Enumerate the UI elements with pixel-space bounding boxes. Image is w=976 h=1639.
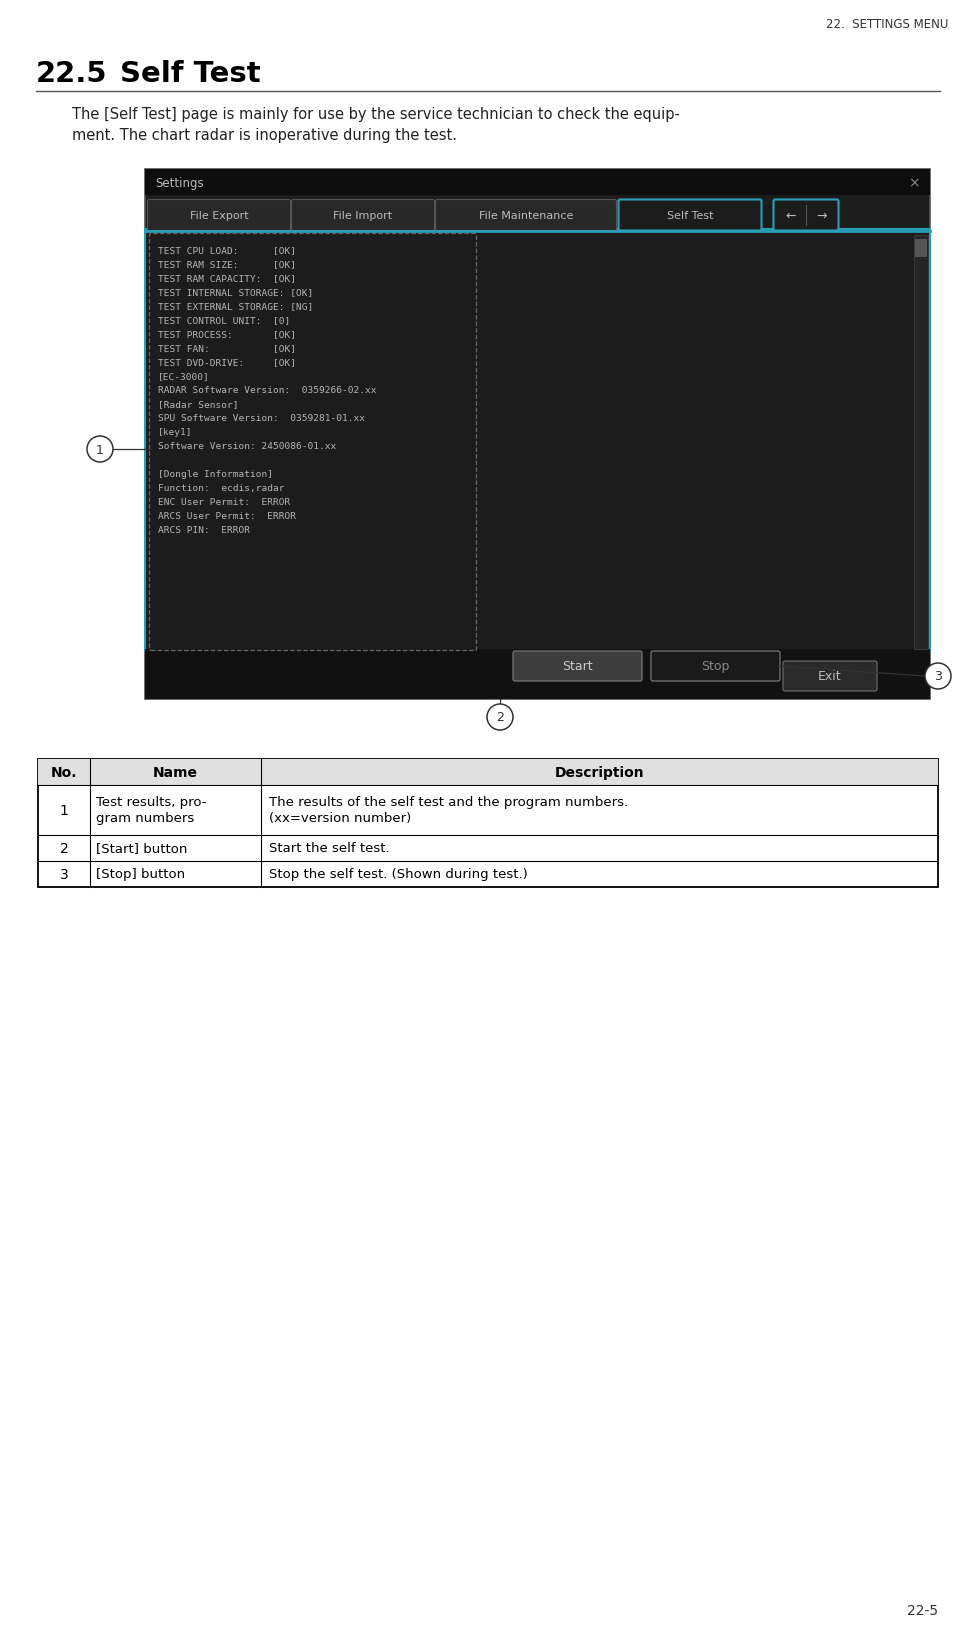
Text: TEST RAM CAPACITY:  [OK]: TEST RAM CAPACITY: [OK] (158, 274, 296, 284)
Circle shape (925, 664, 951, 690)
Bar (915, 239, 927, 257)
Text: [EC-3000]: [EC-3000] (158, 372, 210, 380)
Text: Name: Name (153, 765, 198, 780)
FancyBboxPatch shape (147, 200, 291, 231)
Text: Function:  ecdis,radar: Function: ecdis,radar (158, 484, 284, 493)
Text: 22.  SETTINGS MENU: 22. SETTINGS MENU (826, 18, 948, 31)
Text: ARCS PIN:  ERROR: ARCS PIN: ERROR (158, 526, 250, 534)
Text: ×: × (909, 175, 920, 190)
Circle shape (87, 436, 113, 462)
Bar (38, 759, 938, 887)
Text: ENC User Permit:  ERROR: ENC User Permit: ERROR (158, 498, 290, 506)
Text: The [Self Test] page is mainly for use by the service technician to check the eq: The [Self Test] page is mainly for use b… (72, 107, 680, 121)
Text: Exit: Exit (818, 670, 842, 683)
Text: TEST INTERNAL STORAGE: [OK]: TEST INTERNAL STORAGE: [OK] (158, 288, 313, 297)
Text: 22.5: 22.5 (36, 61, 107, 89)
Text: 3: 3 (934, 670, 942, 683)
Bar (145, 229, 930, 652)
Text: [Start] button: [Start] button (97, 842, 187, 856)
Text: →: → (816, 210, 827, 223)
Text: TEST RAM SIZE:      [OK]: TEST RAM SIZE: [OK] (158, 261, 296, 269)
Text: Description: Description (554, 765, 644, 780)
Bar (145, 170, 930, 197)
FancyBboxPatch shape (619, 200, 761, 231)
Text: The results of the self test and the program numbers.: The results of the self test and the pro… (269, 797, 629, 810)
Text: 1: 1 (96, 443, 103, 456)
Text: TEST EXTERNAL STORAGE: [NG]: TEST EXTERNAL STORAGE: [NG] (158, 302, 313, 311)
Text: File Export: File Export (189, 211, 248, 221)
FancyBboxPatch shape (783, 662, 877, 692)
Text: No.: No. (51, 765, 77, 780)
Text: TEST DVD-DRIVE:     [OK]: TEST DVD-DRIVE: [OK] (158, 357, 296, 367)
FancyBboxPatch shape (651, 652, 780, 682)
Text: File Import: File Import (334, 211, 392, 221)
Text: TEST CPU LOAD:      [OK]: TEST CPU LOAD: [OK] (158, 246, 296, 254)
Text: TEST PROCESS:       [OK]: TEST PROCESS: [OK] (158, 329, 296, 339)
Text: [Dongle Information]: [Dongle Information] (158, 470, 273, 479)
FancyBboxPatch shape (292, 200, 434, 231)
Text: Settings: Settings (155, 177, 204, 190)
Bar (38, 759, 938, 785)
Text: File Maintenance: File Maintenance (479, 211, 573, 221)
Text: Stop the self test. (Shown during test.): Stop the self test. (Shown during test.) (269, 869, 528, 882)
Text: TEST CONTROL UNIT:  [0]: TEST CONTROL UNIT: [0] (158, 316, 290, 325)
Text: 2: 2 (60, 841, 68, 856)
FancyBboxPatch shape (149, 234, 476, 651)
Text: Start the self test.: Start the self test. (269, 842, 389, 856)
Text: TEST FAN:           [OK]: TEST FAN: [OK] (158, 344, 296, 352)
Bar (145, 170, 930, 700)
Text: 22-5: 22-5 (907, 1603, 938, 1618)
FancyBboxPatch shape (513, 652, 642, 682)
Text: Self Test: Self Test (667, 211, 713, 221)
Bar (914, 236, 928, 649)
Text: Test results, pro-: Test results, pro- (97, 797, 207, 810)
Text: SPU Software Version:  0359281-01.xx: SPU Software Version: 0359281-01.xx (158, 413, 365, 423)
Text: RADAR Software Version:  0359266-02.xx: RADAR Software Version: 0359266-02.xx (158, 385, 377, 395)
Text: [Stop] button: [Stop] button (97, 869, 185, 882)
Circle shape (487, 705, 513, 731)
Text: Start: Start (561, 661, 592, 674)
FancyBboxPatch shape (435, 200, 617, 231)
FancyBboxPatch shape (774, 200, 838, 231)
Bar (145, 649, 930, 700)
Text: gram numbers: gram numbers (97, 811, 194, 824)
Text: Self Test: Self Test (120, 61, 261, 89)
Text: ARCS User Permit:  ERROR: ARCS User Permit: ERROR (158, 511, 296, 521)
Text: 3: 3 (60, 867, 68, 882)
Text: [Radar Sensor]: [Radar Sensor] (158, 400, 238, 408)
Text: Stop: Stop (701, 661, 729, 674)
Text: Software Version: 2450086-01.xx: Software Version: 2450086-01.xx (158, 443, 337, 451)
Text: 2: 2 (496, 711, 504, 724)
Text: ←: ← (786, 210, 795, 223)
Text: ment. The chart radar is inoperative during the test.: ment. The chart radar is inoperative dur… (72, 128, 457, 143)
Text: [key1]: [key1] (158, 428, 192, 436)
Text: (xx=version number): (xx=version number) (269, 811, 412, 824)
Text: 1: 1 (60, 803, 68, 818)
